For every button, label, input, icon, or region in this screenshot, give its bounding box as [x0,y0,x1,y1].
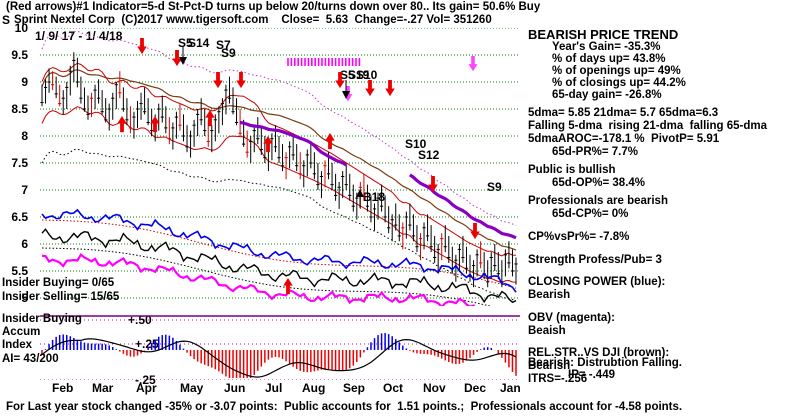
gridlines [40,28,520,299]
closing-power-label: CLOSING POWER (blue): [528,276,666,288]
signal-label-b18: B18 [363,190,386,204]
indicator-header-line: (Red arrows)#1 Indicator=5-d St-Pct-D tu… [6,1,541,13]
ytick-10: 10 [14,21,28,35]
stat-65day-gain: 65-day gain= -26.8% [552,89,662,101]
trend-line-group [239,58,517,240]
analysis-panel: BEARISH PRICE TREND Year's Gain= -35.3% … [528,28,800,388]
stat-65d-cp: 65d-CP%= 0% [552,208,629,220]
price-chart-panel: 10 9.5 9 8.5 8 7.5 7 6.5 6 5.5 5 +.50 +.… [11,22,520,394]
stat-days-up: % of days up= 43.8% [552,53,666,65]
signal-arrow-group [117,38,480,295]
xtick-jan: Jan [500,381,521,395]
ytick-7: 7 [21,183,28,197]
stat-65d-pr: 65d-PR%= 7.7% [552,146,638,158]
dma-trend: Falling 5-dma rising 21-dma falling 65-d… [528,120,767,132]
ai-tick-plus25: +.25 [135,337,159,351]
ytick-9: 9 [21,75,28,89]
closing-power-value: Bearish [528,289,571,301]
dma-aroc: 5dmaAROC=-178.1 % PivotP= 5.91 [528,133,720,145]
distribution-summary: Bearish: Distrubtion Falling. [528,357,682,369]
professional-sentiment: Professionals are bearish [528,195,668,207]
relstr-value: Bearish [528,360,571,372]
xtick-apr: Apr [136,381,157,395]
stat-openings-up: % of openings up= 49% [552,65,681,77]
chart-canvas [40,28,520,380]
signal-label-s7: S7 [216,38,231,52]
public-sentiment: Public is bullish [528,164,616,176]
ytick-5: 5 [21,291,28,305]
xtick-nov: Nov [423,381,446,395]
ai-tick-plus50: +.50 [128,313,152,327]
signal-label-s10-b: S10 [405,137,427,151]
stat-65d-op: 65d-OP%= 38.4% [552,177,646,189]
stat-years-gain: Year's Gain= -35.3% [552,41,661,53]
signal-label-s5-b: S5 [340,68,355,82]
itrs-value: ITRS=-.256 [528,373,588,385]
relstr-label: REL.STR..VS DJI (brown): [528,347,670,359]
accumulation-index-group [41,333,517,378]
axis-corner-symbol: S [2,13,11,27]
xtick-may: May [180,381,204,395]
ip-value: IP= -.449 [568,369,615,381]
xtick-jul: Jul [265,381,283,395]
signal-label-s9-a: S9 [221,46,236,60]
stat-closings-up: % of closings up= 44.2% [552,77,686,89]
accum-index-title: Insider Buying Accum Index AI= 43/200 [2,313,82,365]
insider-buying-count: Insider Buying= 0/65 [2,277,115,289]
obv-label: OBV (magenta): [528,312,615,324]
indicator-line-group [41,208,517,306]
date-range-label: 1/ 9/ 17 - 1/ 4/18 [35,29,123,43]
xtick-feb: Feb [52,381,74,395]
xtick-dec: Dec [464,381,487,395]
ytick-8: 8 [21,129,28,143]
signal-label-s5-a: S5 [178,36,193,50]
panel-title: BEARISH PRICE TREND [528,27,679,42]
dma-values: 5dma= 5.85 21dma= 5.7 65dma=6.3 [528,107,719,119]
xtick-mar: Mar [92,381,114,395]
signal-label-s14: S14 [188,36,210,50]
ytick-9.5: 9.5 [11,48,28,62]
ai-gridlines [40,319,520,380]
ytick-5.5: 5.5 [11,264,28,278]
ytick-7.5: 7.5 [11,156,28,170]
signal-label-s10-a: S10 [356,68,378,82]
ytick-6: 6 [21,237,28,251]
price-band-group [41,30,517,302]
ticker-header-line: Sprint Nextel Corp (C)2017 www.tigersoft… [14,14,492,26]
obv-value: Beaish [528,325,566,337]
ytick-8.5: 8.5 [11,102,28,116]
ytick-6.5: 6.5 [11,210,28,224]
strength-ratio: Strength Profess/Pub= 3 [528,254,662,266]
xtick-jun: Jun [224,381,246,395]
ai-tick-minus25: -.25 [135,373,156,387]
xtick-aug: Aug [302,381,326,395]
signal-label-s12: S12 [418,148,440,162]
xtick-oct: Oct [383,381,404,395]
cp-vs-pr: CP%vsPr%= -7.8% [528,231,630,243]
insider-selling-count: Insider Selling= 15/65 [2,291,120,303]
xtick-sep: Sep [343,381,366,395]
signal-label-s19: S19 [348,68,370,82]
footer-summary: For Last year stock changed -35% or -3.0… [6,401,683,413]
